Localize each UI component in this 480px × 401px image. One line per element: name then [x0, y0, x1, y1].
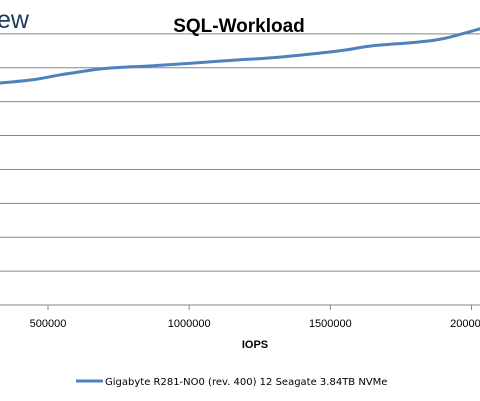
x-tick-label: 1000000 [168, 318, 211, 330]
x-tick-label: 1500000 [309, 318, 352, 330]
legend: Gigabyte R281-NO0 (rev. 400) 12 Seagate … [76, 377, 387, 388]
series-line-1 [0, 27, 480, 85]
x-ticks: 500000 1000000 1500000 2000000 [30, 305, 480, 330]
series-group [0, 27, 480, 85]
logo-text: ew [0, 6, 30, 34]
grid [0, 33, 480, 272]
x-tick-label: 2000000 [450, 318, 480, 330]
chart-title: SQL-Workload [173, 16, 305, 37]
x-tick-label: 500000 [30, 318, 67, 330]
x-axis-title: IOPS [242, 339, 268, 351]
legend-label: Gigabyte R281-NO0 (rev. 400) 12 Seagate … [105, 377, 387, 388]
